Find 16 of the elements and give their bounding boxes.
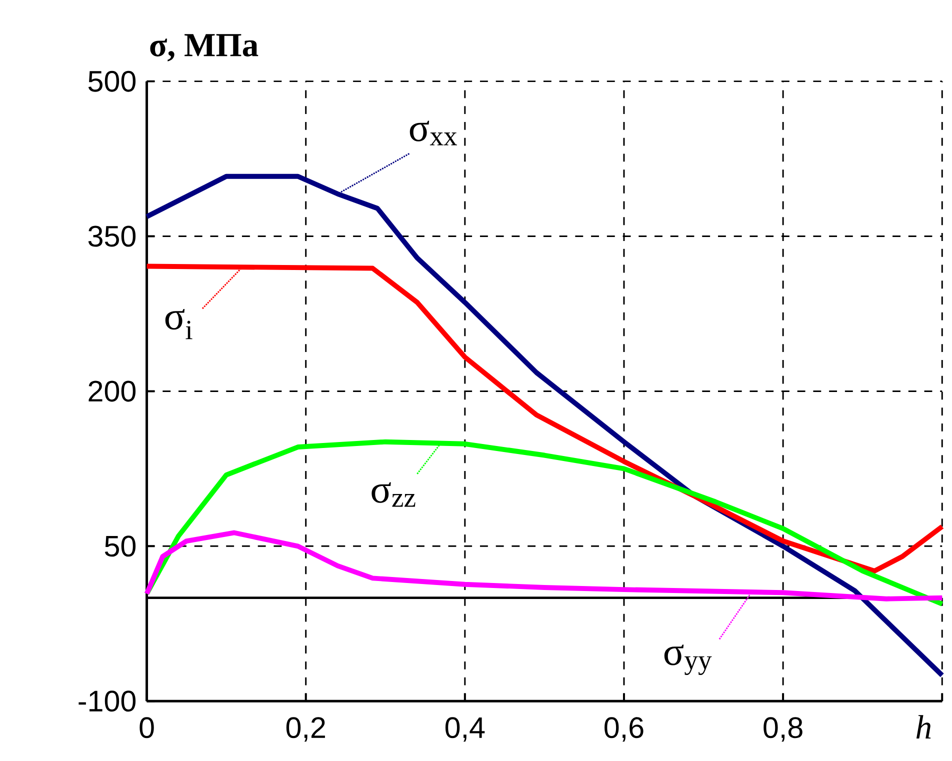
annotation: σ$_{yy}$ [664,644,712,676]
y-axis-title: σ, МПа [150,34,258,62]
x-tick-label: 0,6 [604,717,644,742]
annotation: σ$_{xx}$ [410,120,458,146]
annotation: σ$_{zz}$ [372,482,416,507]
x-axis-title: h [916,715,931,739]
y-tick-label: 350 [88,226,136,247]
x-tick-label: 0,2 [286,717,325,742]
x-tick-label: 0,8 [764,717,802,742]
y-tick-label: 50 [104,536,136,557]
y-tick-label: 200 [88,380,136,402]
annotation: σ$_{i}$ [165,309,192,340]
y-tick-label: 500 [88,71,136,92]
x-tick-label: 0,4 [445,717,485,742]
y-tick-label: -100 [78,690,136,712]
x-tick-label: 0 [140,717,154,738]
